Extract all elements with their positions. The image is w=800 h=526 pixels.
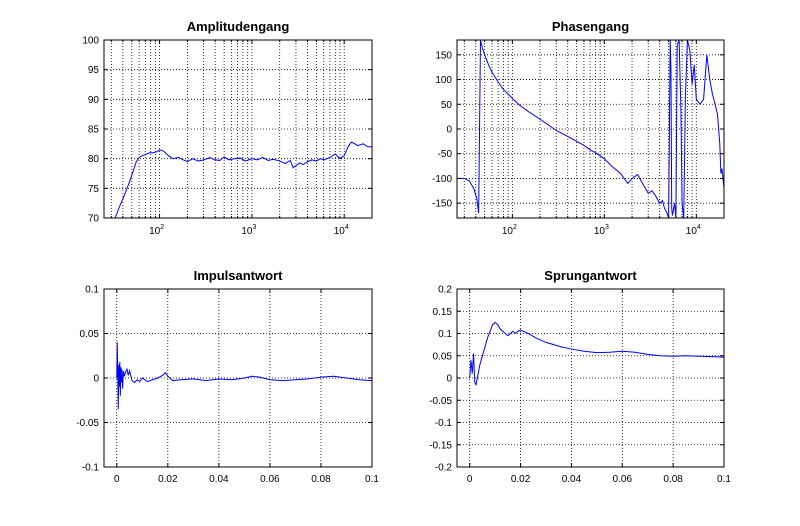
y-tick-label: 100 <box>435 75 452 86</box>
x-tick-label: 0.1 <box>717 474 731 485</box>
y-tick-label: -0.05 <box>429 396 452 407</box>
x-tick-label: 104 <box>686 224 701 237</box>
y-tick-label: 0 <box>446 374 452 385</box>
x-tick-label: 0.02 <box>158 474 178 485</box>
plot-area <box>104 40 372 218</box>
y-tick-label: -0.15 <box>429 440 452 451</box>
y-tick-label: -100 <box>432 174 452 185</box>
y-tick-label: -0.05 <box>76 418 99 429</box>
y-tick-label: -0.1 <box>82 463 100 474</box>
plot-area <box>104 289 372 467</box>
y-tick-label: -150 <box>432 199 452 210</box>
amp-chart: 70 75 80 85 90 95 100 102 103 104 Amplitudengang <box>82 19 373 237</box>
y-tick-label: -0.2 <box>435 463 453 474</box>
y-tick-label: 75 <box>88 184 100 195</box>
phase-series-line <box>457 40 724 218</box>
phase-chart: -150 -100 -50 0 50 100 150 102 103 104 Phasengang <box>432 19 725 237</box>
y-tick-label: 90 <box>88 95 100 106</box>
x-tick-label: 104 <box>334 224 349 237</box>
y-tick-label: 50 <box>441 100 453 111</box>
x-tick-label: 0 <box>114 474 120 485</box>
y-tick-label: 100 <box>82 36 99 47</box>
impulse-series-line <box>116 342 372 410</box>
y-tick-label: 0.05 <box>433 351 453 362</box>
amp-series-line <box>114 141 372 218</box>
chart-title: Sprungantwort <box>544 268 637 283</box>
x-tick-label: 0.06 <box>613 474 633 485</box>
chart-title: Phasengang <box>552 19 629 34</box>
x-tick-label: 0.1 <box>365 474 379 485</box>
y-tick-label: 0.1 <box>438 329 452 340</box>
chart-title: Impulsantwort <box>194 268 284 283</box>
impulse-chart: -0.1 -0.05 0 0.05 0.1 0 0.02 0.04 0.06 0.08 0.1 Imp… <box>76 268 379 485</box>
y-tick-label: 70 <box>88 214 100 225</box>
y-tick-label: 0.05 <box>80 329 100 340</box>
x-tick-label: 0.08 <box>311 474 331 485</box>
x-tick-label: 0.08 <box>663 474 683 485</box>
y-tick-label: 95 <box>88 65 100 76</box>
x-tick-label: 103 <box>241 224 256 237</box>
y-tick-label: 80 <box>88 154 100 165</box>
x-tick-label: 0.04 <box>562 474 582 485</box>
x-tick-label: 0 <box>467 474 473 485</box>
y-tick-label: 85 <box>88 125 100 136</box>
chart-title: Amplitudengang <box>187 19 290 34</box>
y-tick-label: 0.1 <box>85 285 99 296</box>
x-tick-label: 0.02 <box>511 474 531 485</box>
step-chart: -0.2 -0.15 -0.1 -0.05 0 0.05 0.1 0.15 0.2 0 0.02 0.… <box>429 268 731 485</box>
x-tick-label: 0.06 <box>260 474 280 485</box>
y-tick-label: 0.15 <box>433 307 453 318</box>
x-tick-label: 102 <box>149 224 164 237</box>
y-tick-label: 0 <box>446 125 452 136</box>
x-tick-label: 103 <box>594 224 609 237</box>
y-tick-label: 0.2 <box>438 285 452 296</box>
x-tick-label: 0.04 <box>209 474 229 485</box>
y-tick-label: 0 <box>93 374 99 385</box>
plot-area <box>457 289 724 467</box>
x-tick-label: 102 <box>502 224 517 237</box>
y-tick-label: -50 <box>438 149 453 160</box>
y-tick-label: -0.1 <box>435 418 453 429</box>
step-series-line <box>469 321 724 387</box>
y-tick-label: 150 <box>435 50 452 61</box>
